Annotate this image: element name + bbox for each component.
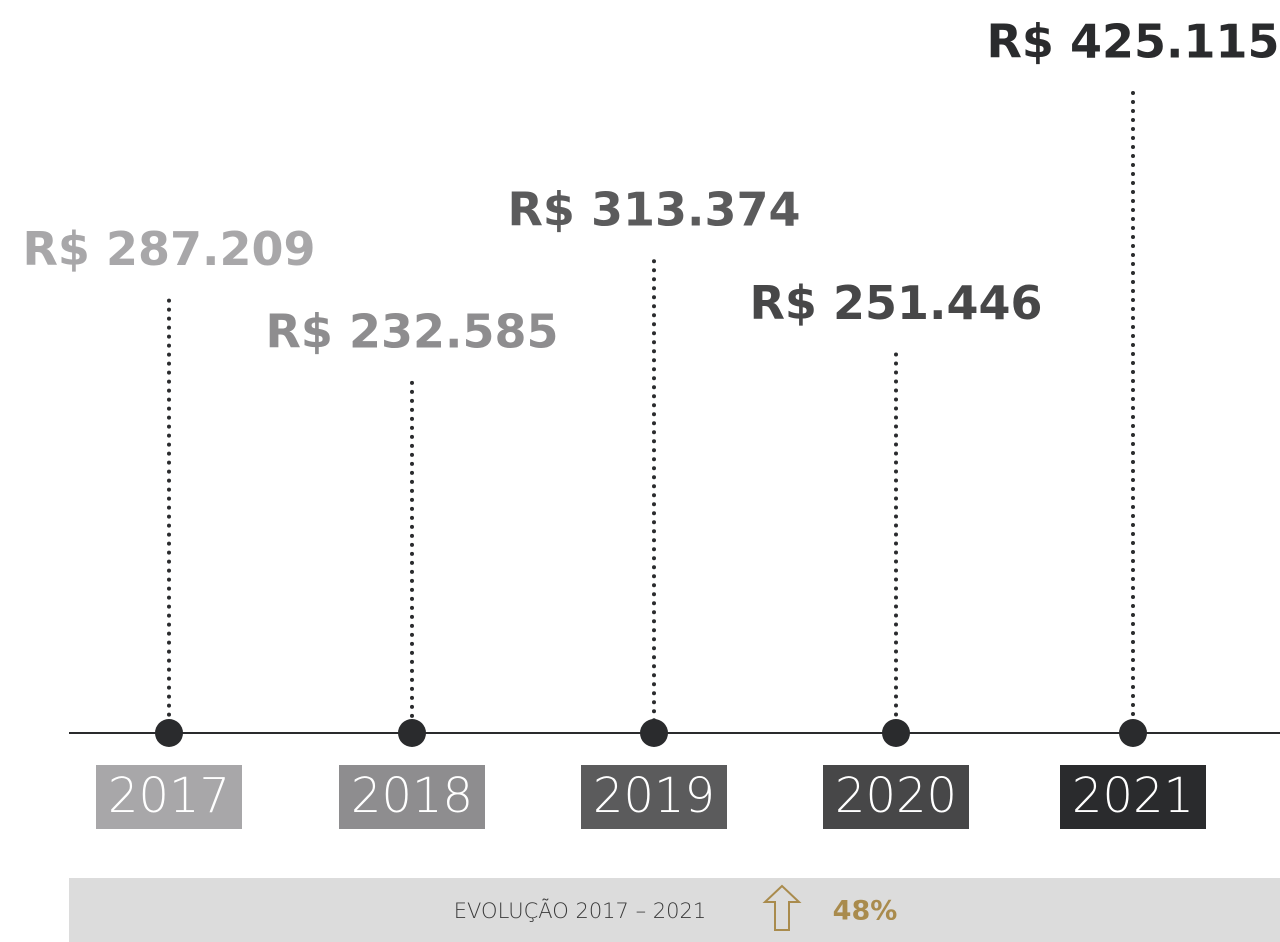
year-label: 2019: [593, 768, 715, 824]
dot: [398, 719, 426, 747]
dot: [640, 719, 668, 747]
year-label: 2020: [835, 768, 957, 824]
dot: [155, 719, 183, 747]
year-box: [339, 765, 485, 829]
year-box: [823, 765, 969, 829]
year-box: [581, 765, 727, 829]
year-box: [1060, 765, 1206, 829]
year-label: 2017: [108, 768, 230, 824]
year-label: 2021: [1072, 768, 1194, 824]
value-label: R$ 251.446: [750, 276, 1043, 330]
footer-band: [69, 878, 1280, 942]
value-label: R$ 232.585: [266, 304, 559, 358]
arrow-up-icon: [762, 884, 802, 931]
footer-text: EVOLUÇÃO 2017 – 2021: [454, 898, 706, 923]
value-label: R$ 287.209: [23, 222, 316, 276]
value-label: R$ 425.115: [987, 15, 1280, 69]
year-label: 2018: [351, 768, 473, 824]
value-label: R$ 313.374: [508, 183, 801, 237]
year-box: [96, 765, 242, 829]
dot: [882, 719, 910, 747]
dot: [1119, 719, 1147, 747]
footer-percent: 48%: [833, 896, 898, 927]
